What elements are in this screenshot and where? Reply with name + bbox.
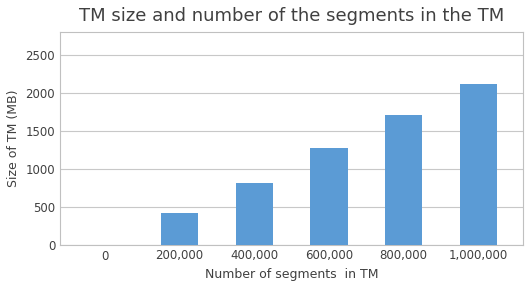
Bar: [385, 115, 422, 245]
Title: TM size and number of the segments in the TM: TM size and number of the segments in th…: [79, 7, 504, 25]
X-axis label: Number of segments  in TM: Number of segments in TM: [205, 268, 378, 281]
Bar: [460, 84, 497, 245]
Bar: [235, 183, 273, 245]
Bar: [310, 148, 348, 245]
Bar: [161, 213, 198, 245]
Y-axis label: Size of TM (MB): Size of TM (MB): [7, 90, 20, 187]
